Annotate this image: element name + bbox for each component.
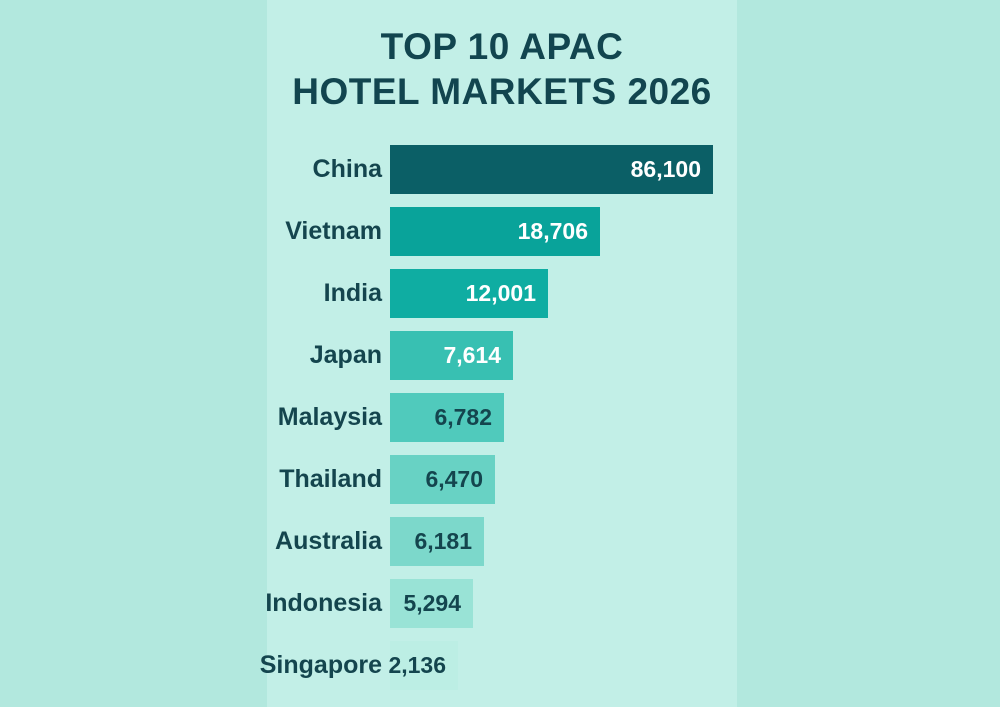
bar-value-label: 6,181: [414, 528, 472, 554]
bar: 5,294: [390, 579, 473, 628]
bar-value-label: 18,706: [517, 218, 588, 244]
bar: 6,181: [390, 517, 484, 566]
bar-value-label: 7,614: [443, 342, 501, 368]
bar-value-label: 12,001: [465, 280, 536, 306]
bar-value-label: 6,782: [434, 404, 492, 430]
bar-row: Australia 6,181: [0, 517, 1000, 566]
bar: 18,706: [390, 207, 600, 256]
bar-row: Malaysia 6,782: [0, 393, 1000, 442]
chart-title: TOP 10 APAC HOTEL MARKETS 2026: [267, 24, 737, 114]
bar-row: China 86,100: [0, 145, 1000, 194]
bar-row: Indonesia 5,294: [0, 579, 1000, 628]
bar-chart: China 86,100 Vietnam 18,706 India 12,001 Japan…: [0, 145, 1000, 703]
bar: 7,614: [390, 331, 513, 380]
country-label: Vietnam: [285, 217, 382, 245]
bar-row: Thailand 6,470: [0, 455, 1000, 504]
country-label: Thailand: [279, 465, 382, 493]
country-label: India: [323, 279, 382, 307]
bar-value-label: 2,136: [388, 652, 446, 678]
country-label: Japan: [309, 341, 382, 369]
chart-title-line-2: HOTEL MARKETS 2026: [292, 71, 712, 112]
bar-row: India 12,001: [0, 269, 1000, 318]
country-label: Indonesia: [265, 589, 382, 617]
bar-value-label: 86,100: [630, 156, 701, 182]
bar: 6,470: [390, 455, 495, 504]
bar: 86,100: [390, 145, 713, 194]
bar-row: Singapore 2,136: [0, 641, 1000, 690]
bar-value-label: 6,470: [425, 466, 483, 492]
chart-title-line-1: TOP 10 APAC: [380, 26, 624, 67]
bar-row: Japan 7,614: [0, 331, 1000, 380]
bar: 2,136: [388, 641, 458, 690]
bar-row: Vietnam 18,706: [0, 207, 1000, 256]
country-label: China: [312, 155, 382, 183]
bar: 12,001: [390, 269, 548, 318]
bar: 6,782: [390, 393, 504, 442]
country-label: Malaysia: [277, 403, 382, 431]
country-label: Australia: [275, 527, 382, 555]
bar-value-label: 5,294: [403, 590, 461, 616]
country-label: Singapore: [259, 651, 382, 679]
